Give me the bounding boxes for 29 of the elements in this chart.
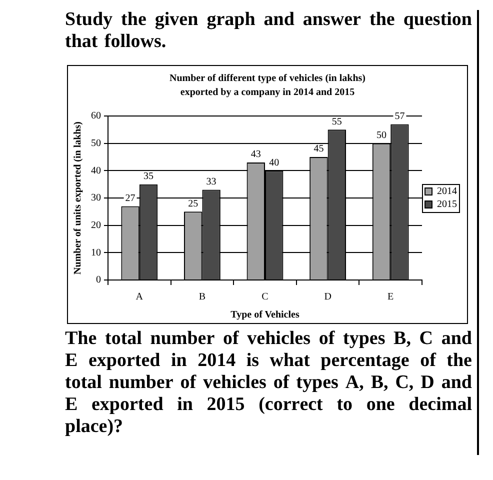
y-tick-label: 30 [91,192,101,204]
data-label: 33 [206,176,216,188]
data-label: 55 [332,116,342,128]
data-label: 35 [144,170,154,182]
x-tick-label: D [324,292,332,303]
y-tick-label: 60 [91,110,101,122]
text: The total number of vehicles of types B, C and E exported in 2014 is what percentage of the total number of vehicles of types A, B, C, D and E exported in 2015 (correct to one decimal place)? [65,328,472,438]
data-label: 40 [269,157,280,168]
x-tick-label: E [388,292,394,303]
data-label: 57 [394,110,405,122]
legend-label: 2014 [437,186,457,198]
data-label: 45 [314,144,324,155]
legend-label: 2015 [437,199,457,210]
y-tick-label: 0 [96,274,101,286]
data-label: 43 [250,149,261,160]
y-tick-label: 40 [91,165,101,176]
x-tick-label: C [262,292,269,303]
data-label: 25 [188,198,198,210]
y-tick-label: 10 [91,247,101,258]
x-axis-title: Type of Vehicles [230,310,300,321]
x-tick-label: A [136,292,144,303]
text: Study the given graph and answer the question that follows. [65,9,472,53]
y-tick-label: 50 [91,138,101,149]
x-tick-label: B [198,292,206,303]
data-label: 27 [125,192,136,204]
y-axis-title: Number of units exported (in lakhs) [72,122,84,274]
y-tick-label: 20 [91,220,101,231]
chart-title: Number of different type of vehicles (in lakhs) exported by a company in 2014 and 2015 [168,72,366,100]
data-label: 50 [376,130,386,141]
